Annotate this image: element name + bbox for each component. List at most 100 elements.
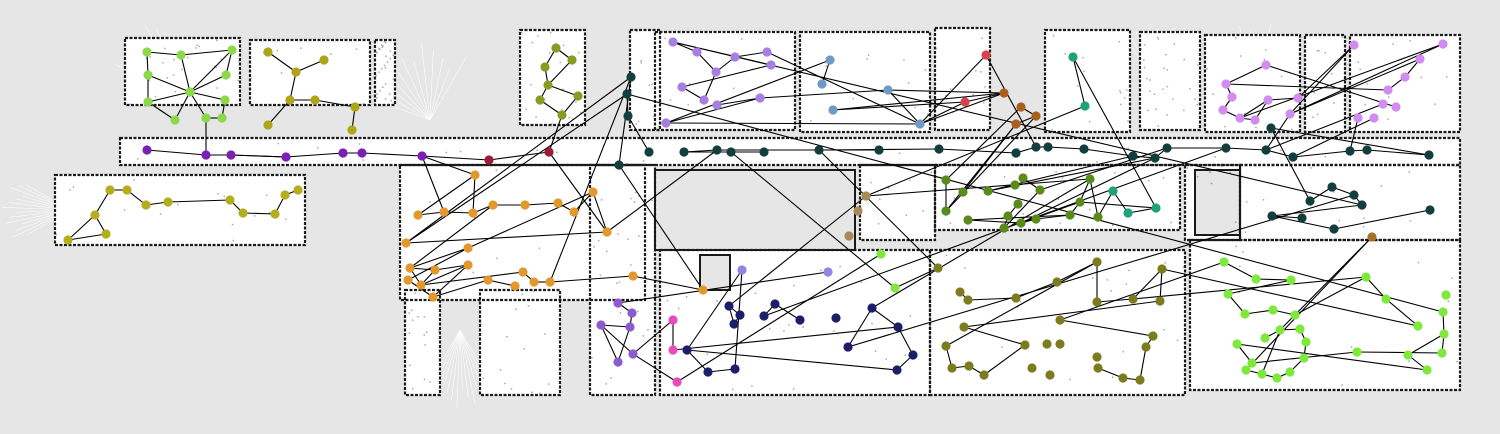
graph-edge (487, 279, 516, 287)
graph-node-top-left-room-a (176, 50, 186, 60)
graph-node-olive-south (1092, 352, 1102, 362)
obstacle-point (754, 292, 757, 294)
obstacle-point (623, 165, 625, 167)
graph-node-teal-spine (759, 147, 769, 157)
graph-node-green-core (1065, 210, 1075, 220)
graph-node-top-left-room-b (263, 120, 273, 130)
graph-node-navy-room (759, 311, 769, 321)
graph-node-left-wing (270, 209, 280, 219)
obstacle-point (238, 60, 240, 62)
graph-edge (600, 324, 631, 328)
graph-node-violet-room (762, 47, 772, 57)
graph-node-olive-south (1011, 293, 1021, 303)
obstacle-point (414, 292, 416, 295)
obstacle-point (520, 32, 523, 34)
obstacle-point (1310, 167, 1312, 169)
obstacle-point (640, 60, 642, 62)
obstacle-point (1238, 291, 1240, 294)
graph-node-olive-south (1157, 264, 1167, 274)
obstacle-point (129, 103, 131, 106)
graph-edge (759, 89, 889, 99)
obstacle-point (1020, 342, 1022, 344)
obstacle-point (820, 130, 823, 133)
obstacle-point (1333, 191, 1335, 193)
graph-edge (1265, 103, 1384, 151)
laser-ray (459, 329, 477, 387)
graph-node-teal-spine (626, 72, 636, 82)
obstacle-point (533, 290, 535, 292)
obstacle-point (1189, 88, 1191, 90)
obstacle-point (149, 56, 151, 58)
graph-node-orange-hall (430, 265, 440, 275)
free-area (520, 30, 585, 125)
obstacle-point (599, 274, 602, 277)
obstacle-point (177, 203, 179, 206)
obstacle-point (685, 296, 688, 298)
graph-node-top-left-room-b (310, 95, 320, 105)
graph-edge (832, 101, 966, 111)
graph-node-crimson-junction (544, 147, 554, 157)
graph-node-orange-hall (401, 238, 411, 248)
obstacle-point (411, 388, 414, 390)
graph-node-orange-hall (428, 292, 438, 302)
graph-node-brown-nook (1011, 119, 1021, 129)
graph-node-top-left-room-a (220, 95, 230, 105)
graph-node-green-core (1075, 197, 1085, 207)
obstacle-point (1324, 155, 1327, 158)
obstacle-point (254, 215, 256, 217)
graph-node-red-corner (981, 50, 991, 60)
graph-node-emerald-patch (1068, 52, 1078, 62)
graph-node-magenta-door (672, 377, 682, 387)
graph-edge (967, 214, 1071, 221)
graph-edge (1366, 149, 1430, 156)
obstacle-point (220, 58, 223, 61)
obstacle-point (250, 77, 253, 79)
obstacle-point (1297, 62, 1299, 65)
obstacle-point (935, 47, 937, 50)
obstacle-point (1143, 66, 1146, 69)
obstacle-point (544, 333, 546, 335)
graph-node-green-core (1035, 185, 1045, 195)
graph-node-violet-room (661, 118, 671, 128)
graph-node-teal-spine (1327, 182, 1337, 192)
obstacle-point (384, 41, 387, 44)
free-area (1140, 32, 1200, 130)
graph-node-orange-hall (569, 207, 579, 217)
graph-node-teal-spine (874, 145, 884, 155)
graph-node-olive-south (1055, 339, 1065, 349)
graph-edge (730, 151, 896, 289)
obstacle-point (72, 186, 75, 188)
obstacle-point (276, 49, 279, 52)
graph-node-olive-south (1128, 294, 1138, 304)
graph-edge (314, 99, 356, 108)
obstacle-point (393, 96, 395, 99)
graph-edge (1255, 278, 1292, 281)
graph-edge (167, 199, 231, 203)
obstacle-point (638, 195, 640, 197)
laser-ray (459, 329, 469, 398)
obstacle-point (1455, 165, 1457, 167)
graph-node-teal-spine (1011, 148, 1021, 158)
graph-node-teal-spine (1425, 205, 1435, 215)
graph-edge (617, 326, 631, 363)
graph-edge (1072, 56, 1086, 107)
obstacle-point (1420, 76, 1423, 79)
graph-node-top-left-room-a (221, 70, 231, 80)
graph-edge (1289, 44, 1355, 115)
obstacle-point (173, 58, 175, 61)
obstacle-point (1061, 177, 1064, 179)
graph-edge (409, 247, 469, 269)
graph-node-green-core (941, 175, 951, 185)
graph-node-magenta-door (668, 315, 678, 325)
obstacle-point (123, 209, 126, 211)
graph-node-olive-south (947, 363, 957, 373)
graph-node-lime-east (1232, 339, 1242, 349)
obstacle-point (820, 269, 822, 272)
graph-node-teal-spine (1349, 190, 1359, 200)
obstacle-point (196, 44, 198, 47)
graph-edge (1132, 268, 1163, 300)
graph-node-main-corridor-west (357, 148, 367, 158)
graph-edge (963, 326, 1026, 346)
obstacle-point (429, 201, 431, 203)
graph-node-orchid-wing (1369, 113, 1379, 123)
